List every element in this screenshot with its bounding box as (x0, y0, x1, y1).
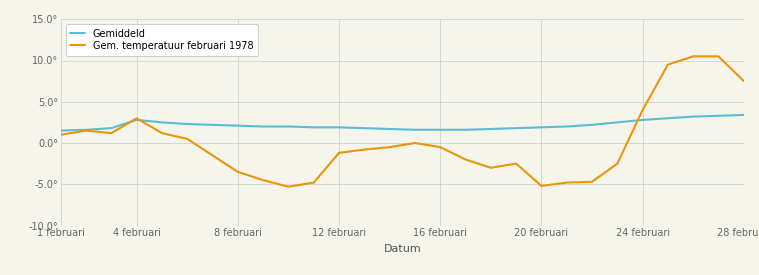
Gem. temperatuur februari 1978 (107, 131, 116, 135)
X-axis label: Datum: Datum (383, 244, 421, 254)
Gem. temperatuur februari 1978 (360, 148, 369, 151)
Gem. temperatuur februari 1978 (461, 158, 470, 161)
Line: Gemiddeld: Gemiddeld (61, 115, 744, 131)
Gemiddeld (562, 125, 572, 128)
Gem. temperatuur februari 1978 (587, 180, 597, 183)
Gem. temperatuur februari 1978 (487, 166, 496, 169)
Gemiddeld (56, 129, 65, 132)
Gem. temperatuur februari 1978 (411, 141, 420, 145)
Gemiddeld (385, 127, 394, 131)
Gemiddeld (411, 128, 420, 131)
Gem. temperatuur februari 1978 (309, 181, 318, 184)
Gem. temperatuur februari 1978 (183, 137, 192, 141)
Gemiddeld (107, 126, 116, 130)
Gemiddeld (157, 121, 166, 124)
Gem. temperatuur februari 1978 (81, 129, 90, 132)
Gem. temperatuur februari 1978 (259, 178, 268, 182)
Gem. temperatuur februari 1978 (739, 79, 748, 83)
Gem. temperatuur februari 1978 (233, 170, 242, 174)
Gemiddeld (335, 126, 344, 129)
Legend: Gemiddeld, Gem. temperatuur februari 1978: Gemiddeld, Gem. temperatuur februari 197… (65, 24, 258, 56)
Gemiddeld (132, 118, 141, 122)
Gem. temperatuur februari 1978 (284, 185, 293, 188)
Gemiddeld (613, 121, 622, 124)
Gem. temperatuur februari 1978 (208, 154, 217, 157)
Gem. temperatuur februari 1978 (385, 145, 394, 149)
Gemiddeld (587, 123, 597, 126)
Gemiddeld (638, 118, 647, 122)
Gem. temperatuur februari 1978 (436, 145, 445, 149)
Gem. temperatuur februari 1978 (613, 162, 622, 165)
Gemiddeld (259, 125, 268, 128)
Gem. temperatuur februari 1978 (512, 162, 521, 165)
Gem. temperatuur februari 1978 (714, 55, 723, 58)
Gemiddeld (714, 114, 723, 117)
Gemiddeld (688, 115, 698, 118)
Gem. temperatuur februari 1978 (562, 181, 572, 184)
Gem. temperatuur februari 1978 (335, 151, 344, 155)
Gem. temperatuur februari 1978 (537, 184, 546, 188)
Gemiddeld (436, 128, 445, 131)
Gemiddeld (739, 113, 748, 117)
Gemiddeld (284, 125, 293, 128)
Gemiddeld (309, 126, 318, 129)
Gemiddeld (183, 122, 192, 126)
Gemiddeld (81, 128, 90, 131)
Gem. temperatuur februari 1978 (132, 117, 141, 120)
Gemiddeld (233, 124, 242, 127)
Gemiddeld (512, 126, 521, 130)
Line: Gem. temperatuur februari 1978: Gem. temperatuur februari 1978 (61, 56, 744, 187)
Gemiddeld (208, 123, 217, 126)
Gem. temperatuur februari 1978 (56, 133, 65, 136)
Gem. temperatuur februari 1978 (688, 55, 698, 58)
Gem. temperatuur februari 1978 (638, 108, 647, 112)
Gem. temperatuur februari 1978 (157, 131, 166, 135)
Gemiddeld (487, 127, 496, 131)
Gemiddeld (663, 117, 672, 120)
Gem. temperatuur februari 1978 (663, 63, 672, 66)
Gemiddeld (461, 128, 470, 131)
Gemiddeld (360, 126, 369, 130)
Gemiddeld (537, 126, 546, 129)
